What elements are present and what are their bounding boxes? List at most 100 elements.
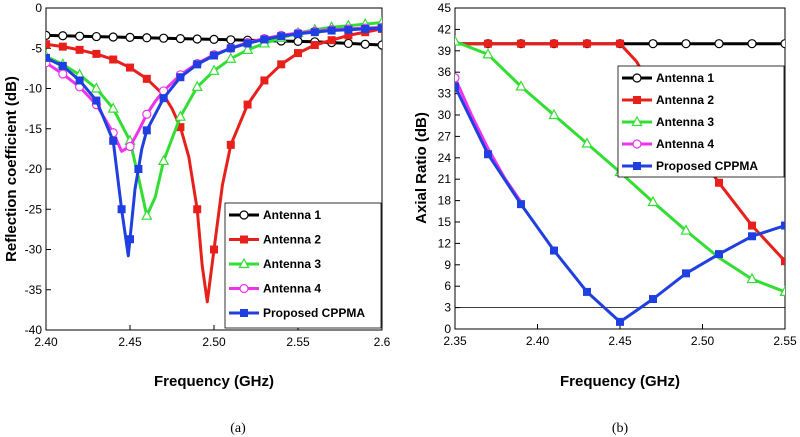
- legend-entry: Proposed CPPMA: [263, 306, 365, 320]
- data-point: [74, 31, 85, 41]
- data-point: [209, 34, 219, 44]
- data-point: [455, 82, 459, 91]
- legend-entry: Antenna 1: [656, 71, 714, 85]
- x-tick-label: 2.35: [443, 334, 467, 348]
- data-point: [715, 178, 723, 187]
- data-point: [46, 53, 50, 62]
- data-point: [327, 36, 336, 45]
- data-point: [90, 82, 103, 93]
- legend-entry: Proposed CPPMA: [656, 159, 758, 173]
- data-point: [550, 39, 558, 48]
- data-point: [746, 272, 758, 284]
- x-tick-label: 2.50: [691, 334, 715, 348]
- legend-box: [617, 65, 785, 178]
- y-tick-label: -30: [25, 243, 43, 257]
- legend-marker: [633, 162, 641, 170]
- y-tick-label: -40: [25, 323, 43, 337]
- x-tick-label: 2.6: [374, 335, 391, 349]
- data-point: [748, 232, 756, 241]
- legend-entry: Antenna 4: [656, 137, 714, 151]
- legend: Antenna 1 Antenna 2 Antenna 3 Antenna 4 Prop…: [617, 65, 785, 178]
- data-point: [241, 43, 254, 54]
- legend-marker: [240, 235, 248, 244]
- y-axis-label: Reflection coefficient (dB): [3, 76, 20, 262]
- data-point: [361, 24, 370, 33]
- data-point: [482, 48, 494, 59]
- x-tick-label: 2.45: [608, 334, 632, 348]
- data-point: [293, 36, 303, 47]
- data-point: [208, 64, 220, 75]
- legend-marker: [632, 139, 642, 149]
- data-point: [360, 39, 370, 49]
- data-point: [226, 140, 235, 149]
- data-point: [159, 33, 169, 43]
- data-point: [550, 246, 558, 255]
- data-point: [126, 235, 134, 244]
- y-tick-label: 36: [438, 65, 452, 79]
- data-point: [649, 295, 657, 304]
- data-point: [58, 61, 67, 70]
- y-tick-label: -10: [25, 82, 43, 96]
- series-antenna-2: [46, 24, 382, 304]
- data-point: [226, 44, 235, 53]
- data-point: [343, 38, 353, 49]
- data-point: [310, 41, 319, 50]
- y-tick-label: 9: [444, 258, 451, 272]
- data-point: [159, 94, 168, 103]
- data-point: [747, 39, 757, 49]
- data-point: [682, 269, 690, 278]
- data-point: [548, 108, 560, 120]
- series-proposed-cppma: [455, 82, 785, 326]
- data-point: [58, 69, 68, 79]
- data-point: [174, 110, 187, 121]
- data-point: [648, 39, 658, 49]
- y-tick-label: 6: [444, 279, 451, 293]
- x-axis-label: Frequency (GHz): [560, 373, 680, 390]
- data-point: [142, 33, 152, 43]
- data-point: [484, 150, 492, 159]
- y-tick-label: 45: [438, 1, 452, 15]
- data-point: [781, 257, 785, 266]
- plot-area: [455, 35, 785, 326]
- data-point: [616, 317, 624, 326]
- data-point: [277, 32, 286, 41]
- x-tick-label: 2.45: [118, 335, 142, 349]
- data-point: [748, 221, 756, 230]
- data-point: [680, 224, 692, 235]
- data-point: [260, 35, 269, 44]
- y-tick-label: -15: [25, 122, 43, 136]
- data-point: [455, 35, 461, 46]
- data-point: [377, 40, 382, 50]
- y-tick-label: 24: [438, 151, 452, 165]
- data-point: [583, 39, 591, 48]
- x-tick-label: 2.40: [34, 335, 58, 349]
- y-tick-label: 30: [438, 108, 452, 122]
- data-point: [175, 33, 185, 44]
- data-point: [193, 60, 202, 69]
- data-point: [616, 39, 624, 48]
- data-point: [58, 31, 68, 41]
- data-point: [517, 200, 525, 209]
- data-point: [92, 49, 101, 58]
- data-point: [581, 137, 593, 148]
- data-point: [344, 25, 353, 34]
- data-point: [75, 76, 84, 85]
- series-line: [455, 42, 785, 263]
- data-point: [191, 80, 203, 91]
- plot-area: [46, 16, 382, 304]
- data-point: [294, 29, 302, 38]
- data-point: [647, 195, 659, 207]
- data-point: [176, 73, 185, 82]
- y-tick-label: 3: [444, 301, 451, 315]
- x-axis-label: Frequency (GHz): [154, 373, 274, 390]
- data-point: [226, 35, 236, 45]
- legend-marker: [240, 309, 248, 317]
- data-point: [715, 250, 723, 259]
- legend-marker: [239, 283, 249, 294]
- data-point: [192, 34, 202, 44]
- legend-entry: Antenna 2: [656, 93, 714, 107]
- legend-marker: [633, 96, 641, 104]
- chart-panel-b: 2.35 2.40 2.45 2.50 2.5503691215182124273033…: [413, 1, 797, 436]
- x-tick-label: 2.55: [286, 335, 310, 349]
- data-point: [75, 45, 84, 54]
